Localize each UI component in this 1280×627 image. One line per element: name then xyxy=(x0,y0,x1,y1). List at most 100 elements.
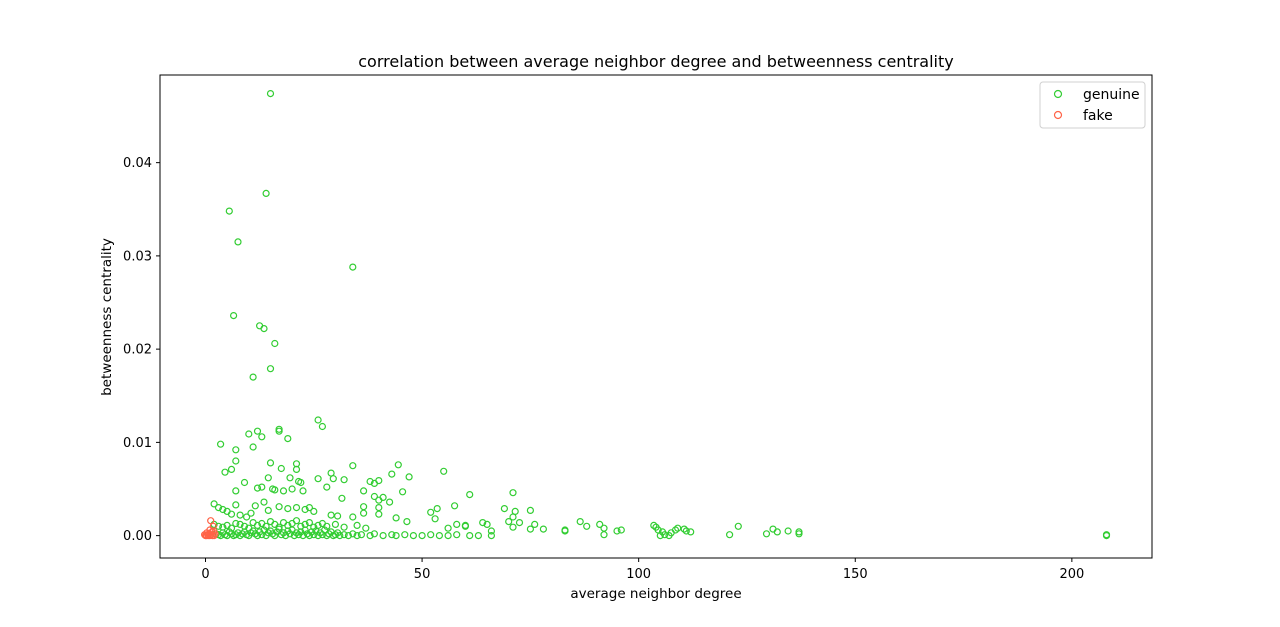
point-genuine xyxy=(386,498,394,506)
point-genuine xyxy=(253,427,262,435)
point-genuine xyxy=(262,522,270,530)
point-genuine xyxy=(236,520,244,529)
point-genuine xyxy=(427,508,435,516)
point-genuine xyxy=(292,465,301,473)
point-genuine xyxy=(323,483,331,491)
point-genuine xyxy=(596,520,604,529)
point-genuine xyxy=(314,416,322,424)
point-genuine xyxy=(656,531,664,540)
point-genuine xyxy=(539,525,548,533)
y-axis: 0.00 0.01 0.02 0.03 0.04 xyxy=(123,156,160,544)
point-genuine xyxy=(526,525,535,533)
point-genuine xyxy=(310,531,318,539)
point-genuine xyxy=(431,515,439,523)
point-genuine xyxy=(665,531,673,540)
point-genuine xyxy=(284,435,292,443)
point-genuine xyxy=(509,513,517,521)
point-genuine xyxy=(353,531,361,540)
point-genuine xyxy=(379,531,387,540)
point-genuine xyxy=(264,506,272,514)
point-genuine xyxy=(249,373,257,381)
point-genuine xyxy=(253,531,262,540)
legend-box xyxy=(1039,81,1146,129)
point-genuine xyxy=(509,489,517,497)
point-genuine xyxy=(258,433,266,441)
point-genuine xyxy=(357,531,365,539)
point-genuine xyxy=(344,531,352,540)
point-genuine xyxy=(409,531,417,540)
point-genuine xyxy=(232,446,240,454)
y-tick-label: 0.03 xyxy=(123,249,152,264)
point-genuine xyxy=(734,522,742,530)
point-genuine xyxy=(392,531,400,540)
point-genuine xyxy=(210,500,218,508)
point-genuine xyxy=(245,430,253,438)
point-genuine xyxy=(453,520,461,529)
point-genuine xyxy=(253,484,262,492)
point-genuine xyxy=(366,531,374,540)
point-genuine xyxy=(225,207,233,215)
point-genuine xyxy=(247,509,255,517)
point-genuine xyxy=(795,528,803,536)
point-genuine xyxy=(243,513,251,521)
point-genuine xyxy=(258,483,266,491)
y-tick-label: 0.02 xyxy=(123,343,152,358)
point-genuine xyxy=(349,530,357,538)
point-fake xyxy=(203,529,211,537)
point-genuine xyxy=(286,530,294,538)
point-genuine xyxy=(331,520,339,529)
point-genuine xyxy=(349,513,357,521)
point-genuine xyxy=(275,503,283,511)
x-tick-label: 50 xyxy=(414,567,431,582)
point-genuine xyxy=(232,519,240,528)
point-genuine xyxy=(232,501,240,509)
point-genuine xyxy=(1102,531,1111,539)
point-genuine xyxy=(221,468,229,476)
point-genuine xyxy=(340,523,348,531)
x-axis: 0 50 100 150 200 xyxy=(201,558,1084,582)
point-genuine xyxy=(232,487,240,495)
point-genuine xyxy=(297,528,305,536)
legend-label-genuine: genuine xyxy=(1083,87,1140,103)
point-genuine xyxy=(349,462,357,470)
legend: genuine fake xyxy=(1039,81,1146,129)
point-genuine xyxy=(375,496,383,504)
point-genuine xyxy=(682,527,690,535)
point-genuine xyxy=(271,339,279,348)
point-genuine xyxy=(329,475,337,483)
plot-frame xyxy=(159,74,1153,559)
point-genuine xyxy=(301,505,309,514)
point-genuine xyxy=(327,511,335,519)
y-tick-label: 0.01 xyxy=(123,436,152,451)
point-genuine xyxy=(331,531,339,539)
point-genuine xyxy=(217,440,225,448)
points-layer xyxy=(201,89,1111,540)
y-tick-label: 0.00 xyxy=(123,529,152,544)
point-genuine xyxy=(600,531,608,539)
point-genuine xyxy=(388,531,396,539)
point-genuine xyxy=(466,491,474,499)
point-genuine xyxy=(474,531,482,540)
point-genuine xyxy=(784,527,792,535)
point-genuine xyxy=(240,478,249,487)
point-genuine xyxy=(227,510,236,518)
point-genuine xyxy=(295,477,303,486)
point-genuine xyxy=(427,531,435,539)
point-genuine xyxy=(360,487,368,495)
point-genuine xyxy=(353,521,361,530)
point-genuine xyxy=(340,531,348,539)
point-genuine xyxy=(687,528,695,536)
point-genuine xyxy=(232,531,240,539)
point-genuine xyxy=(236,511,244,519)
point-genuine xyxy=(405,473,413,481)
point-genuine xyxy=(466,531,474,540)
point-genuine xyxy=(487,527,495,535)
point-genuine xyxy=(266,89,275,98)
point-genuine xyxy=(433,505,441,513)
series-genuine xyxy=(210,89,1111,540)
point-genuine xyxy=(277,464,285,473)
point-genuine xyxy=(271,486,279,494)
point-genuine xyxy=(531,520,539,529)
point-genuine xyxy=(773,528,781,536)
